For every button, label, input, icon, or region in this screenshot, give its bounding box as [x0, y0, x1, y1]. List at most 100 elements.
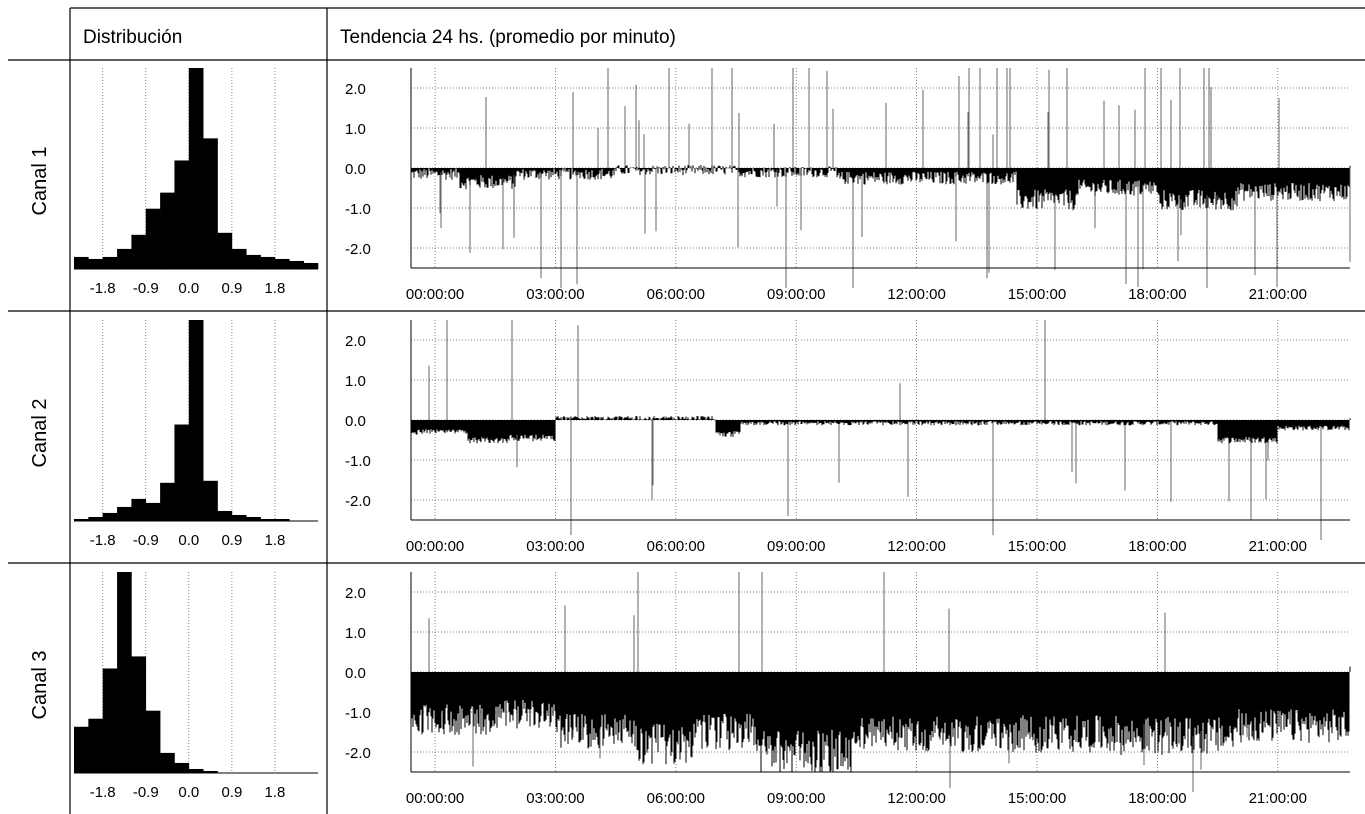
trend-series — [410, 416, 1351, 444]
histogram-bar — [217, 232, 233, 269]
histogram-bar — [274, 258, 290, 269]
histogram-bar — [74, 726, 89, 773]
trend-y-tick-label: -1.0 — [345, 201, 371, 218]
trend-x-tick-label: 00:00:00 — [406, 538, 464, 555]
histogram-bar — [231, 514, 247, 521]
histogram-bar — [203, 138, 218, 269]
trend-y-tick-label: -2.0 — [345, 745, 371, 762]
histogram-bar — [88, 258, 104, 269]
trend-x-tick-label: 06:00:00 — [647, 790, 705, 807]
histogram-bar — [145, 502, 161, 521]
trend-x-tick-label: 18:00:00 — [1128, 538, 1186, 555]
histogram-bar — [246, 516, 261, 521]
histogram-bar — [117, 248, 132, 269]
trend-chart-2: 2.0 1.0 0.0 -1.0 -2.0 00:00:00 03:00:00 06:00:0… — [345, 320, 1351, 555]
row-label-canal-2: Canal 2 — [29, 398, 51, 468]
histogram-bar — [131, 498, 147, 521]
histogram-bar — [145, 208, 161, 269]
trend-y-tick-label: 1.0 — [345, 625, 366, 642]
histogram-bar — [203, 480, 218, 521]
trend-x-tick-label: 00:00:00 — [406, 286, 464, 303]
trend-x-tick-label: 06:00:00 — [647, 538, 705, 555]
trend-x-tick-label: 12:00:00 — [887, 286, 945, 303]
trend-series — [410, 165, 1351, 211]
histogram-bar — [88, 718, 104, 773]
trend-y-tick-label: 0.0 — [345, 665, 366, 682]
histogram-1: -1.8 -0.9 0.0 0.9 1.8 — [74, 68, 319, 297]
histogram-bar — [102, 256, 118, 269]
histogram-bar — [102, 668, 118, 773]
histogram-tick-label: -1.8 — [90, 280, 116, 297]
histogram-bar — [117, 506, 132, 521]
histogram-tick-label: 0.0 — [178, 532, 199, 549]
histogram-bar — [131, 656, 147, 773]
histogram-bar — [174, 424, 190, 521]
histogram-bar — [145, 710, 161, 773]
histogram-bar — [303, 262, 319, 269]
trend-spikes — [439, 68, 1351, 288]
trend-y-tick-label: 1.0 — [345, 373, 366, 390]
histogram-bar — [203, 770, 218, 773]
header-distribution: Distribución — [83, 27, 183, 48]
trend-spikes — [428, 320, 1322, 540]
trend-series — [410, 666, 1351, 772]
histogram-bar — [246, 254, 261, 269]
histogram-bar — [160, 192, 175, 269]
histogram-2: -1.8 -0.9 0.0 0.9 1.8 — [74, 320, 318, 549]
trend-x-tick-label: 15:00:00 — [1008, 790, 1066, 807]
histogram-tick-label: 0.0 — [178, 784, 199, 801]
trend-x-tick-label: 03:00:00 — [526, 538, 584, 555]
trend-x-tick-label: 06:00:00 — [647, 286, 705, 303]
trend-chart-3: 2.0 1.0 0.0 -1.0 -2.0 00:00:00 03:00:00 06:00:0… — [345, 572, 1351, 807]
trend-x-tick-label: 03:00:00 — [526, 790, 584, 807]
trend-x-tick-label: 09:00:00 — [767, 790, 825, 807]
histogram-bar — [260, 518, 276, 521]
histogram-bar — [160, 482, 175, 521]
trend-spikes — [428, 572, 1254, 792]
histogram-bar — [188, 68, 204, 269]
histogram-bar — [260, 256, 276, 269]
histogram-bar — [74, 518, 89, 521]
histogram-bar — [188, 320, 204, 521]
trend-y-tick-label: -2.0 — [345, 241, 371, 258]
histogram-tick-label: -1.8 — [90, 784, 116, 801]
histogram-tick-label: 0.9 — [221, 280, 242, 297]
trend-x-tick-label: 12:00:00 — [887, 538, 945, 555]
trend-x-tick-label: 00:00:00 — [406, 790, 464, 807]
histogram-tick-label: -0.9 — [133, 280, 159, 297]
trend-x-tick-label: 21:00:00 — [1249, 790, 1307, 807]
header-trend: Tendencia 24 hs. (promedio por minuto) — [340, 27, 676, 48]
histogram-bar — [289, 260, 304, 269]
histogram-bar — [174, 762, 190, 773]
histogram-bar — [188, 768, 204, 773]
trend-x-tick-label: 21:00:00 — [1249, 286, 1307, 303]
histogram-3: -1.8 -0.9 0.0 0.9 1.8 — [74, 572, 318, 801]
trend-x-tick-label: 03:00:00 — [526, 286, 584, 303]
histogram-tick-label: 1.8 — [265, 532, 286, 549]
histogram-bar — [74, 256, 89, 269]
histogram-bar — [217, 510, 233, 521]
trend-chart-1: 2.0 1.0 0.0 -1.0 -2.0 00:00:00 03:00:00 06:00:0… — [345, 68, 1351, 303]
histogram-bar — [231, 248, 247, 269]
histogram-tick-label: -0.9 — [133, 784, 159, 801]
trend-x-tick-label: 12:00:00 — [887, 790, 945, 807]
trend-y-tick-label: 0.0 — [345, 161, 366, 178]
histogram-bar — [160, 752, 175, 773]
trend-y-tick-label: -2.0 — [345, 493, 371, 510]
trend-x-tick-label: 21:00:00 — [1249, 538, 1307, 555]
histogram-bar — [131, 234, 147, 269]
trend-y-tick-label: 0.0 — [345, 413, 366, 430]
trend-y-tick-label: -1.0 — [345, 453, 371, 470]
trend-x-tick-label: 18:00:00 — [1128, 286, 1186, 303]
histogram-tick-label: 1.8 — [265, 784, 286, 801]
histogram-bar — [274, 518, 290, 521]
trend-x-tick-label: 18:00:00 — [1128, 790, 1186, 807]
histogram-tick-label: -1.8 — [90, 532, 116, 549]
trend-y-tick-label: 2.0 — [345, 333, 366, 350]
histogram-bar — [117, 572, 132, 773]
trend-x-tick-label: 15:00:00 — [1008, 286, 1066, 303]
histogram-bar — [88, 516, 104, 521]
histogram-tick-label: 1.8 — [265, 280, 286, 297]
